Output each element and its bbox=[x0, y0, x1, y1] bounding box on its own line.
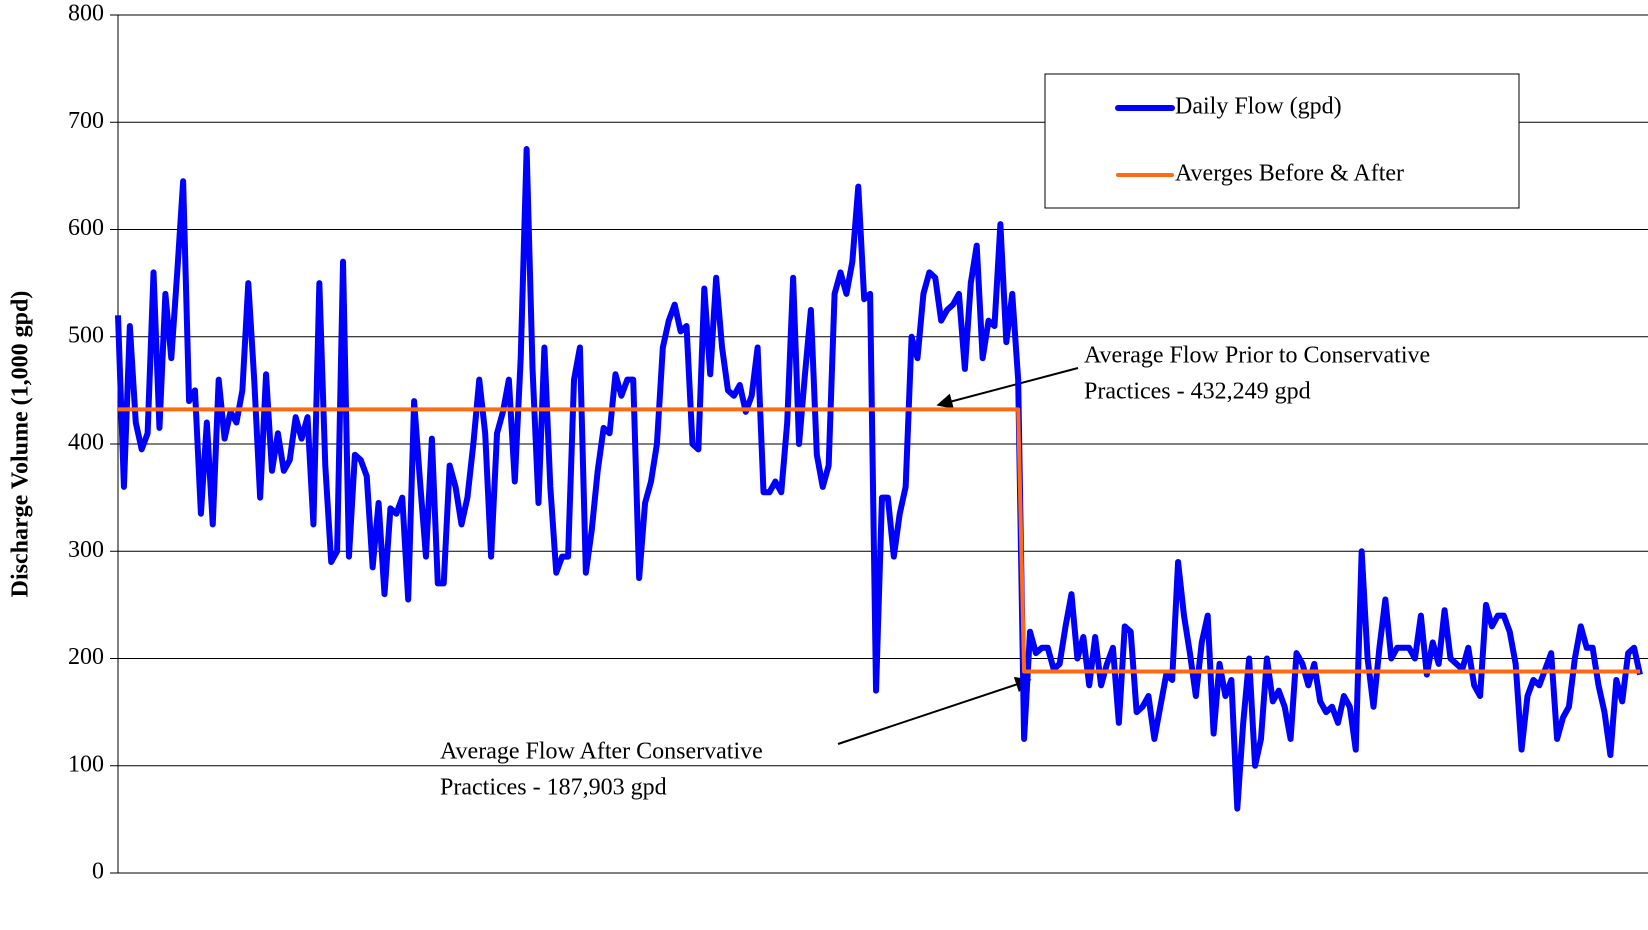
y-tick-label: 300 bbox=[68, 537, 104, 563]
y-tick-label: 800 bbox=[68, 1, 104, 27]
y-tick-label: 500 bbox=[68, 322, 104, 348]
annotation: Average Flow After Conservative bbox=[440, 739, 763, 765]
data-line bbox=[115, 146, 1643, 812]
annotation: Average Flow Prior to Conservative bbox=[1084, 343, 1430, 369]
annotation: Practices - 432,249 gpd bbox=[1084, 379, 1311, 405]
legend-box bbox=[1044, 73, 1520, 209]
y-tick-label: 400 bbox=[68, 430, 104, 456]
legend-label: Averges Before & After bbox=[1175, 161, 1404, 187]
y-tick-label: 600 bbox=[68, 215, 104, 241]
annotation: Practices - 187,903 gpd bbox=[440, 775, 667, 801]
annotation-arrow bbox=[837, 676, 1032, 745]
y-tick-label: 700 bbox=[68, 108, 104, 134]
annotation-arrow bbox=[936, 367, 1079, 410]
y-axis-label: Discharge Volume (1,000 gpd) bbox=[8, 291, 34, 598]
y-tick-label: 200 bbox=[68, 644, 104, 670]
legend-label: Daily Flow (gpd) bbox=[1175, 94, 1342, 120]
data-line bbox=[118, 407, 1640, 674]
y-tick-label: 100 bbox=[68, 751, 104, 777]
y-tick-label: 0 bbox=[92, 859, 104, 885]
